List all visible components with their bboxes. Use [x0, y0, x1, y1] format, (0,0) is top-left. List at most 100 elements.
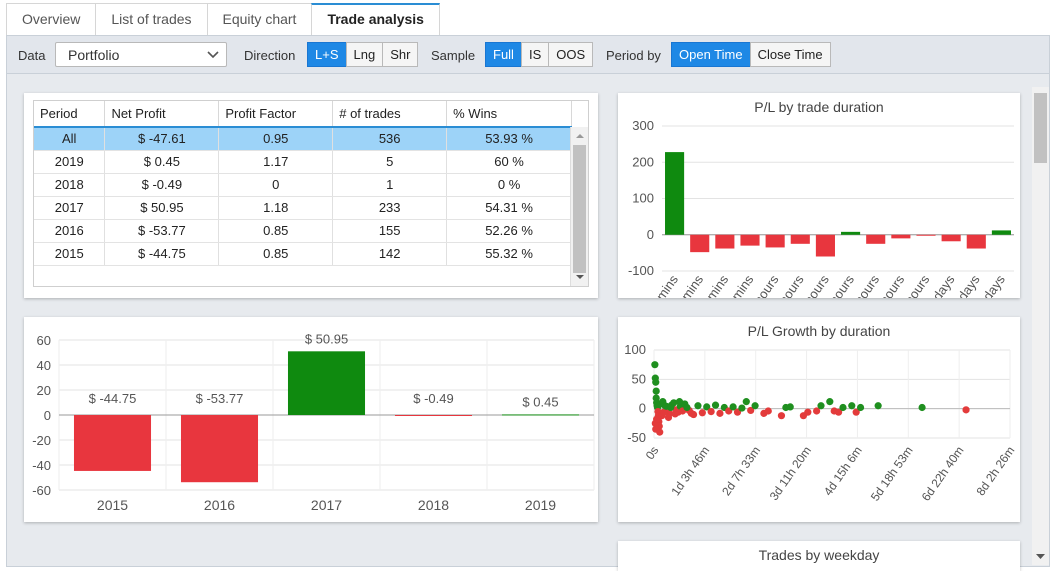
x-tick-label: 1d 3h 46m — [668, 444, 712, 498]
column-header-pct-wins[interactable]: % Wins — [446, 101, 572, 128]
cell-net-profit: $ -44.75 — [104, 242, 220, 266]
y-tick-label: 200 — [632, 154, 654, 169]
scatter-point — [698, 409, 706, 417]
x-tick-label: 2019 — [525, 497, 556, 513]
tab-trade-analysis[interactable]: Trade analysis — [311, 3, 440, 35]
tab-overview[interactable]: Overview — [6, 3, 97, 35]
cell-pct-wins: 52.26 % — [446, 219, 572, 243]
data-label: $ -53.77 — [196, 391, 244, 406]
cell-profit-factor: 1.17 — [218, 150, 334, 174]
bar — [891, 234, 911, 239]
table-scrollbar-thumb[interactable] — [573, 145, 586, 273]
bar — [501, 414, 580, 416]
bar — [180, 415, 259, 483]
page-scrollbar-thumb[interactable] — [1034, 93, 1047, 163]
chart-title: Trades by weekday — [758, 547, 880, 563]
scatter-point — [653, 415, 661, 423]
bar — [916, 234, 936, 236]
bar — [765, 234, 785, 248]
scroll-up-arrow-icon[interactable] — [571, 129, 589, 143]
table-row[interactable]: 2015 $ -44.75 0.85 142 55.32 % — [34, 242, 572, 266]
scroll-down-arrow-icon[interactable] — [571, 270, 589, 284]
scatter-point — [664, 413, 673, 422]
scatter-point — [856, 403, 865, 412]
period-option-close-time[interactable]: Close Time — [749, 42, 831, 67]
column-header-period[interactable]: Period — [34, 101, 106, 128]
cell-num-trades: 5 — [332, 150, 448, 174]
sample-option-is[interactable]: IS — [520, 42, 550, 67]
table-row[interactable]: 2019 $ 0.45 1.17 5 60 % — [34, 150, 572, 174]
direction-option-short[interactable]: Shr — [382, 42, 419, 67]
scatter-point — [694, 402, 702, 410]
tab-bar: Overview List of trades Equity chart Tra… — [6, 3, 440, 35]
page-scrollbar[interactable] — [1032, 87, 1049, 565]
scatter-point — [667, 403, 675, 412]
sample-option-full[interactable]: Full — [485, 42, 522, 67]
scatter-point — [813, 407, 821, 415]
bar — [941, 234, 961, 242]
x-tick-label: 2015 — [97, 497, 128, 513]
y-tick-label: -60 — [32, 483, 51, 498]
cell-num-trades: 536 — [332, 127, 448, 151]
scatter-point — [848, 402, 856, 410]
period-table-panel: Period Net Profit Profit Factor # of tra… — [24, 93, 598, 298]
scatter-point — [675, 398, 684, 406]
x-tick-label: 4d 15h 6m — [821, 444, 865, 498]
x-tick-label: 3d 11h 20m — [767, 444, 814, 503]
cell-period: All — [34, 127, 106, 151]
cell-pct-wins: 54.31 % — [446, 196, 572, 220]
scatter-point — [786, 403, 794, 411]
column-header-net-profit[interactable]: Net Profit — [104, 101, 220, 128]
y-tick-label: -100 — [628, 263, 654, 278]
direction-label: Direction — [244, 48, 296, 63]
bar — [690, 234, 710, 253]
table-row[interactable]: 2018 $ -0.49 0 1 0 % — [34, 173, 572, 197]
period-option-open-time[interactable]: Open Time — [671, 42, 751, 67]
scatter-point — [652, 387, 660, 395]
direction-option-long-short[interactable]: L+S — [307, 42, 347, 67]
scatter-point — [826, 398, 834, 406]
scatter-point — [777, 412, 786, 420]
scatter-point — [839, 403, 847, 412]
pl-growth-panel: P/L Growth by duration 100 50 0 -50 0s 1d 3h … — [618, 317, 1020, 522]
cell-num-trades: 1 — [332, 173, 448, 197]
pl-by-duration-panel: P/L by trade duration 300 200 100 0 -100 5 mi… — [618, 93, 1020, 298]
x-tick-label: 0s — [643, 444, 662, 462]
table-scrollbar[interactable] — [570, 127, 588, 286]
sample-option-oos[interactable]: OOS — [548, 42, 594, 67]
data-select[interactable]: Portfolio — [55, 42, 227, 67]
cell-net-profit: $ -53.77 — [104, 219, 220, 243]
chart-title: P/L Growth by duration — [747, 323, 891, 339]
tab-equity-chart[interactable]: Equity chart — [206, 3, 313, 35]
cell-profit-factor: 0 — [218, 173, 334, 197]
y-tick-label: 0 — [44, 408, 51, 423]
y-tick-label: 100 — [632, 191, 654, 206]
tab-list-of-trades[interactable]: List of trades — [95, 3, 208, 35]
period-by-toggle: Open Time Close Time — [671, 42, 831, 67]
column-header-profit-factor[interactable]: Profit Factor — [218, 101, 334, 128]
column-header-num-trades[interactable]: # of trades — [332, 101, 448, 128]
y-tick-label: 100 — [624, 342, 646, 357]
scroll-down-arrow-icon[interactable] — [1032, 551, 1049, 563]
table-row[interactable]: All $ -47.61 0.95 536 53.93 % — [34, 127, 572, 151]
direction-option-long[interactable]: Lng — [345, 42, 384, 67]
table-row[interactable]: 2017 $ 50.95 1.18 233 54.31 % — [34, 196, 572, 220]
bar — [665, 152, 685, 235]
table-row[interactable]: 2016 $ -53.77 0.85 155 52.26 % — [34, 219, 572, 243]
scatter-point — [764, 407, 772, 415]
cell-pct-wins: 55.32 % — [446, 242, 572, 266]
cell-pct-wins: 0 % — [446, 173, 572, 197]
data-select-value: Portfolio — [68, 47, 120, 63]
trade-analysis-workspace: Data Portfolio Direction L+S Lng Shr Sam… — [6, 35, 1050, 571]
y-tick-label: 50 — [632, 371, 646, 386]
cell-profit-factor: 0.85 — [218, 242, 334, 266]
scatter-point — [804, 408, 812, 416]
cell-profit-factor: 1.18 — [218, 196, 334, 220]
cell-num-trades: 155 — [332, 219, 448, 243]
y-tick-label: -50 — [627, 430, 646, 445]
bar — [394, 415, 473, 416]
cell-num-trades: 142 — [332, 242, 448, 266]
x-tick-label: 6d 22h 40m — [919, 444, 967, 504]
